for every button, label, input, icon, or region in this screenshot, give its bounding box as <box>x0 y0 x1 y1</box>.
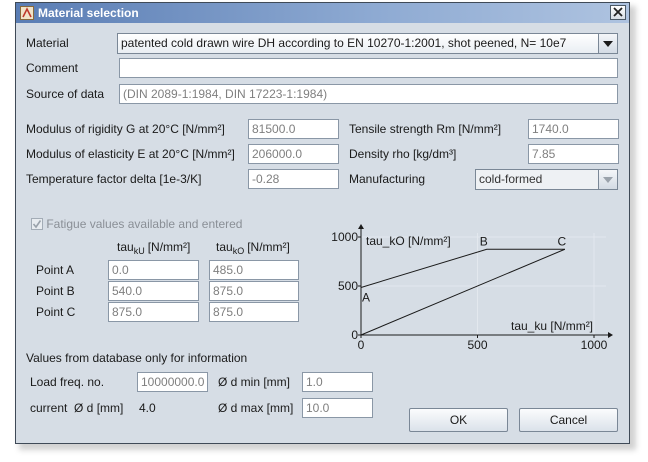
close-icon <box>613 7 623 17</box>
checkbox-label: Fatigue values available and entered <box>46 217 243 231</box>
header-base: tau <box>117 240 134 254</box>
x-axis-arrow <box>608 332 613 338</box>
y-tick-label: 0 <box>351 328 358 342</box>
app-icon <box>20 6 34 20</box>
title-bar <box>16 3 629 23</box>
window-title: Material selection <box>38 6 139 20</box>
x-tick-label: 0 <box>358 338 365 352</box>
label: Manufacturing <box>349 172 426 186</box>
source-field[interactable]: (DIN 2089-1:1984, DIN 17223-1:1984) <box>119 84 618 104</box>
point-label: B <box>480 234 488 248</box>
label: Tensile strength Rm [N/mm²] <box>349 122 502 136</box>
y-tick-label: 1000 <box>331 230 358 244</box>
label: Modulus of rigidity G at 20°C [N/mm²] <box>26 122 225 136</box>
ok-button[interactable]: OK <box>409 408 508 432</box>
point-label: Point C <box>36 305 76 319</box>
point-label: Point B <box>36 284 75 298</box>
tau-ku-field[interactable]: 540.0 <box>108 281 199 301</box>
label: Material <box>26 36 69 50</box>
label: Temperature factor delta [1e-3/K] <box>26 172 202 186</box>
header-base: tau <box>216 240 233 254</box>
upper-line <box>360 248 565 288</box>
header-sub: kU <box>133 246 145 256</box>
checkbox-box <box>31 218 43 230</box>
x-tick-label: 500 <box>467 338 487 352</box>
load-freq-field[interactable]: 10000000.0 <box>137 372 208 392</box>
arrow-icon <box>603 177 613 183</box>
label: Load freq. no. <box>30 375 105 389</box>
d-max-field[interactable]: 10.0 <box>302 398 373 418</box>
header-unit: [N/mm²] <box>147 240 191 254</box>
tau-ku-field[interactable]: 0.0 <box>108 260 199 280</box>
fatigue-checkbox: Fatigue values available and entered <box>31 214 242 234</box>
y-axis-arrow <box>358 224 364 229</box>
tau-ko-field[interactable]: 485.0 <box>209 260 299 280</box>
d-min-field[interactable]: 1.0 <box>302 372 373 392</box>
material-combo[interactable]: patented cold drawn wire DH according to… <box>117 33 599 54</box>
tau-ku-field[interactable]: 875.0 <box>108 302 199 322</box>
property-field[interactable]: 1740.0 <box>528 119 619 139</box>
point-label: A <box>362 290 370 304</box>
close-button[interactable] <box>610 5 626 20</box>
property-field[interactable]: 81500.0 <box>248 119 339 139</box>
tau-ko-field[interactable]: 875.0 <box>209 281 299 301</box>
cancel-button[interactable]: Cancel <box>519 408 618 432</box>
y-axis-label: tau_kO [N/mm²] <box>366 234 451 248</box>
tau-ko-field[interactable]: 875.0 <box>209 302 299 322</box>
combo-arrow[interactable] <box>598 33 618 54</box>
x-tick-label: 1000 <box>581 338 608 352</box>
y-tick-label: 500 <box>338 279 358 293</box>
x-axis-label: tau_ku [N/mm²] <box>511 319 593 333</box>
property-field[interactable]: 206000.0 <box>248 144 339 164</box>
lower-line <box>360 248 566 336</box>
arrow-icon <box>603 41 613 47</box>
info-heading: Values from database only for informatio… <box>26 351 248 365</box>
property-field[interactable]: -0.28 <box>248 169 339 189</box>
property-field[interactable]: 7.85 <box>528 144 619 164</box>
label: Source of data <box>26 87 105 101</box>
combo-arrow[interactable] <box>598 169 618 190</box>
header-sub: kO <box>232 246 245 256</box>
current-d-value: 4.0 <box>139 401 156 415</box>
comment-field[interactable] <box>119 58 618 78</box>
label: Density rho [kg/dm³] <box>349 147 457 161</box>
label: current Ø d [mm] <box>30 401 124 415</box>
label: Comment <box>26 61 79 75</box>
label: Ø d max [mm] <box>218 401 294 415</box>
column-header: taukU [N/mm²] <box>117 237 190 257</box>
point-label: Point A <box>36 263 75 277</box>
column-header: taukO [N/mm²] <box>216 237 290 257</box>
manufacturing-combo[interactable]: cold-formed <box>475 169 599 190</box>
label: Ø d min [mm] <box>218 375 291 389</box>
header-unit: [N/mm²] <box>247 240 290 254</box>
point-label: C <box>558 234 567 248</box>
label: Modulus of elasticity E at 20°C [N/mm²] <box>26 147 235 161</box>
